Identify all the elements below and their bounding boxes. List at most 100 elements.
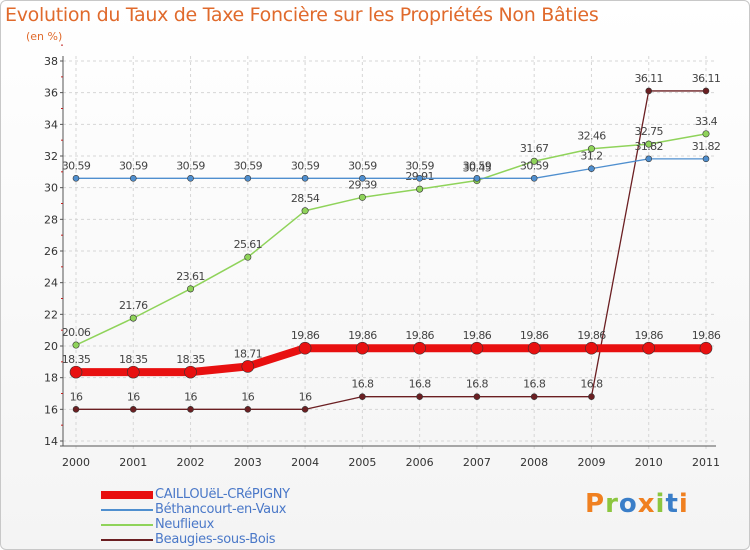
- data-point-neuflieux: [530, 157, 538, 165]
- x-tick-label: 2008: [520, 456, 548, 469]
- data-label-beaugies-sous-bois: 16: [241, 390, 254, 403]
- y-tick-label: 26: [44, 245, 58, 258]
- data-point-b-thancourt-en-vaux: [645, 155, 653, 163]
- data-label-caillou-l-cr-pigny: 19.86: [463, 329, 492, 342]
- legend-entry: CAILLOUëL-CRéPIGNY: [101, 487, 290, 502]
- legend-entry: Béthancourt-en-Vaux: [101, 502, 290, 517]
- chart-title: Evolution du Taux de Taxe Foncière sur l…: [5, 4, 599, 26]
- data-label-neuflieux: 25.61: [234, 238, 263, 251]
- y-tick-label: 34: [44, 118, 58, 131]
- series-line-beaugies-sous-bois: [76, 90, 706, 410]
- y-tick-label: 38: [44, 55, 58, 68]
- data-label-beaugies-sous-bois: 16: [184, 390, 197, 403]
- data-label-neuflieux: 33.4: [695, 115, 718, 128]
- x-tick-label: 2000: [62, 456, 90, 469]
- data-point-beaugies-sous-bois: [301, 406, 309, 413]
- data-point-caillou-l-cr-pigny: [642, 341, 656, 355]
- data-label-neuflieux: 32.46: [577, 130, 606, 143]
- data-point-b-thancourt-en-vaux: [702, 155, 710, 163]
- data-point-beaugies-sous-bois: [72, 406, 80, 413]
- data-point-neuflieux: [358, 193, 366, 201]
- logo-letter: o: [618, 489, 638, 519]
- data-point-b-thancourt-en-vaux: [187, 175, 194, 182]
- data-label-neuflieux: 23.61: [176, 270, 205, 283]
- data-label-beaugies-sous-bois: 16.8: [409, 378, 432, 391]
- logo-letter: P: [585, 489, 606, 519]
- data-point-b-thancourt-en-vaux: [530, 175, 538, 182]
- data-label-b-thancourt-en-vaux: 31.2: [580, 150, 602, 163]
- data-point-beaugies-sous-bois: [530, 393, 538, 400]
- y-tick-label: 22: [44, 308, 58, 321]
- data-label-b-thancourt-en-vaux: 30.59: [234, 159, 263, 172]
- data-label-neuflieux: 29.39: [348, 178, 377, 191]
- data-label-beaugies-sous-bois: 16.8: [580, 378, 603, 391]
- x-tick-label: 2007: [463, 456, 491, 469]
- y-tick-label: 32: [44, 150, 58, 163]
- data-point-beaugies-sous-bois: [645, 87, 653, 95]
- data-label-caillou-l-cr-pigny: 19.86: [291, 329, 320, 342]
- data-point-b-thancourt-en-vaux: [301, 175, 309, 182]
- series-line-b-thancourt-en-vaux: [76, 158, 706, 179]
- data-point-b-thancourt-en-vaux: [129, 175, 137, 182]
- data-point-b-thancourt-en-vaux: [244, 175, 252, 182]
- data-point-neuflieux: [702, 130, 710, 138]
- y-tick-label: 28: [44, 213, 58, 226]
- legend-swatch: [101, 523, 153, 526]
- y-tick-label: 16: [44, 403, 58, 416]
- series-line-caillou-l-cr-pigny: [76, 344, 706, 377]
- data-label-neuflieux: 21.76: [119, 299, 148, 312]
- x-tick-label: 2006: [406, 456, 434, 469]
- data-point-caillou-l-cr-pigny: [413, 341, 426, 355]
- data-point-neuflieux: [187, 285, 195, 293]
- logo-letter: i: [678, 489, 689, 519]
- data-point-neuflieux: [301, 207, 309, 215]
- data-label-neuflieux: 31.67: [520, 142, 549, 155]
- data-point-b-thancourt-en-vaux: [359, 175, 366, 182]
- data-point-caillou-l-cr-pigny: [356, 341, 369, 355]
- y-tick-label: 24: [44, 277, 58, 290]
- data-point-caillou-l-cr-pigny: [699, 341, 713, 355]
- data-label-caillou-l-cr-pigny: 18.35: [176, 353, 205, 366]
- data-label-caillou-l-cr-pigny: 18.71: [234, 347, 263, 360]
- legend-swatch: [101, 490, 153, 499]
- data-point-caillou-l-cr-pigny: [470, 341, 484, 355]
- data-label-b-thancourt-en-vaux: 30.59: [463, 159, 492, 172]
- data-point-beaugies-sous-bois: [702, 87, 710, 95]
- data-label-beaugies-sous-bois: 16: [127, 390, 140, 403]
- data-label-b-thancourt-en-vaux: 30.59: [520, 159, 549, 172]
- data-label-b-thancourt-en-vaux: 30.59: [291, 159, 320, 172]
- legend-entry: Neuflieux: [101, 517, 290, 532]
- data-point-caillou-l-cr-pigny: [241, 360, 255, 373]
- data-label-beaugies-sous-bois: 36.11: [634, 72, 663, 85]
- data-label-b-thancourt-en-vaux: 31.82: [692, 140, 721, 153]
- data-point-neuflieux: [416, 185, 424, 193]
- legend-entry: Beaugies-sous-Bois: [101, 532, 290, 547]
- series-line-neuflieux: [75, 133, 707, 346]
- data-point-caillou-l-cr-pigny: [69, 365, 83, 379]
- data-point-caillou-l-cr-pigny: [585, 341, 598, 355]
- x-tick-label: 2009: [577, 456, 605, 469]
- data-label-beaugies-sous-bois: 16: [299, 390, 312, 403]
- data-point-beaugies-sous-bois: [187, 406, 194, 413]
- logo-letter: x: [637, 489, 656, 519]
- data-label-caillou-l-cr-pigny: 19.86: [577, 329, 606, 342]
- data-label-beaugies-sous-bois: 16.8: [523, 378, 546, 391]
- x-tick-label: 2001: [119, 456, 147, 469]
- data-label-neuflieux: 20.06: [62, 326, 91, 339]
- data-point-neuflieux: [72, 341, 80, 349]
- data-label-b-thancourt-en-vaux: 30.59: [119, 159, 148, 172]
- proxiti-logo: Proxiti: [585, 489, 689, 519]
- legend-swatch: [101, 538, 153, 541]
- data-point-beaugies-sous-bois: [244, 406, 252, 413]
- legend-label: Béthancourt-en-Vaux: [155, 502, 287, 517]
- data-point-beaugies-sous-bois: [129, 406, 137, 413]
- y-tick-label: 20: [44, 340, 58, 353]
- data-point-neuflieux: [244, 253, 252, 261]
- data-label-neuflieux: 32.75: [634, 125, 663, 138]
- data-point-b-thancourt-en-vaux: [72, 175, 80, 182]
- logo-letter: r: [605, 489, 619, 519]
- data-point-b-thancourt-en-vaux: [416, 175, 423, 182]
- data-point-beaugies-sous-bois: [588, 393, 595, 400]
